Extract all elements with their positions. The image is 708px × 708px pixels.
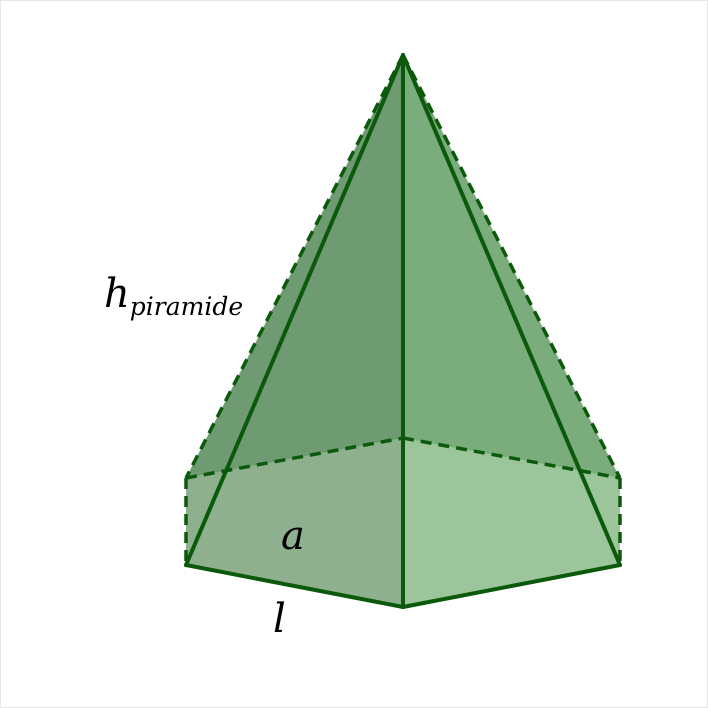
edge-base-front-right [401,563,622,609]
hidden-edge-back-left [184,54,405,479]
hidden-edge-base-left [185,436,404,480]
face-front-right-base [403,438,620,607]
edge-apex-to-left-base [184,53,405,567]
edge-apex-to-right-base [401,53,622,567]
label-height-symbol: h [104,271,130,317]
hidden-edge-base-right [402,436,621,480]
edge-base-front-left [184,563,405,609]
label-height: hpiramide [104,271,243,321]
visible-edges [184,53,622,609]
label-height-subscript: piramide [130,292,243,321]
face-front-left-base [186,438,403,607]
label-apothem: a [281,513,305,559]
hidden-edge-back-right [401,54,622,479]
hidden-edges [184,54,622,565]
label-side: l [273,596,286,642]
